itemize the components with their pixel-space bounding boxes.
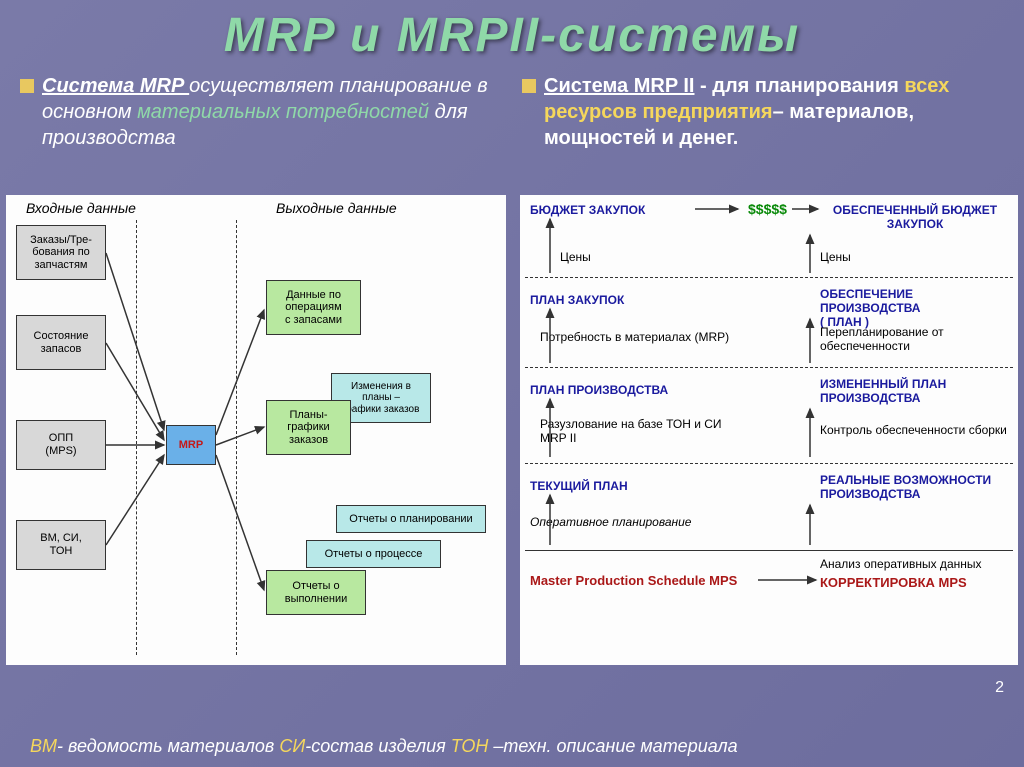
hdr-input: Входные данные (26, 200, 136, 216)
r1-left: ПЛАН ЗАКУПОК (530, 293, 624, 307)
r0-subl: Цены (560, 250, 591, 264)
bottom-l: Master Production Schedule MPS (530, 573, 737, 588)
left-diagram: Входные данные Выходные данные Заказы/Тр… (6, 195, 506, 665)
dash (525, 463, 1013, 464)
r0-right: ОБЕСПЕЧЕННЫЙ БЮДЖЕТЗАКУПОК (820, 203, 1010, 231)
box-data-ops: Данные пооперациямс запасами (266, 280, 361, 335)
r3-right: РЕАЛЬНЫЕ ВОЗМОЖНОСТИПРОИЗВОДСТВА (820, 473, 1015, 501)
left-bullet-col: Система MRP осуществляет планирование в … (20, 73, 502, 155)
r3-left: ТЕКУЩИЙ ПЛАН (530, 479, 628, 493)
right-diagram: БЮДЖЕТ ЗАКУПОК $$$$$ ОБЕСПЕЧЕННЫЙ БЮДЖЕТ… (520, 195, 1018, 665)
left-bullet-text: Система MRP осуществляет планирование в … (42, 73, 502, 151)
r1-right: ОБЕСПЕЧЕНИЕ ПРОИЗВОДСТВА( ПЛАН ) (820, 287, 1015, 329)
dash-line (236, 220, 237, 655)
box-plans: Планы-графикизаказов (266, 400, 351, 455)
bottom-r2: КОРРЕКТИРОВКА MPS (820, 575, 967, 590)
r3-subl: Оперативное планирование (530, 515, 691, 529)
box-mrp: MRP (166, 425, 216, 465)
r1-subl: Потребность в материалах (MRP) (540, 330, 729, 344)
page-number: 2 (995, 679, 1004, 697)
r-arrows (520, 195, 1018, 615)
bullet-icon (522, 79, 536, 93)
hdr-output: Выходные данные (276, 200, 397, 216)
slide-title: MRP и MRPII-системы (0, 0, 1024, 63)
r0-mid: $$$$$ (748, 201, 787, 217)
r0-subr: Цены (820, 250, 851, 264)
box-bm: ВМ, СИ,ТОН (16, 520, 106, 570)
solid-line (525, 550, 1013, 551)
box-orders: Заказы/Тре-бования позапчастям (16, 225, 106, 280)
dash (525, 367, 1013, 368)
r2-left: ПЛАН ПРОИЗВОДСТВА (530, 383, 668, 397)
bottom-r1: Анализ оперативных данных (820, 557, 982, 571)
right-bullet-text: Система MRP II - для планирования всех р… (544, 73, 1004, 151)
box-rep-proc: Отчеты о процессе (306, 540, 441, 568)
r2-subl: Разузлование на базе ТОН и СИMRP II (540, 417, 740, 445)
box-stock: Состояниезапасов (16, 315, 106, 370)
bullet-columns: Система MRP осуществляет планирование в … (0, 63, 1024, 155)
r2-right: ИЗМЕНЕННЫЙ ПЛАНПРОИЗВОДСТВА (820, 377, 1015, 405)
right-bullet-col: Система MRP II - для планирования всех р… (522, 73, 1004, 155)
r1-subr: Перепланирование отобеспеченности (820, 325, 1000, 353)
box-rep-plan: Отчеты о планировании (336, 505, 486, 533)
dash (525, 277, 1013, 278)
box-opp: ОПП(MPS) (16, 420, 106, 470)
bullet-icon (20, 79, 34, 93)
r2-subr: Контроль обеспеченности сборки (820, 423, 1007, 437)
box-rep-exec: Отчеты овыполнении (266, 570, 366, 615)
dash-line (136, 220, 137, 655)
footer-legend: ВМ- ведомость материалов СИ-состав издел… (30, 736, 738, 757)
r0-left: БЮДЖЕТ ЗАКУПОК (530, 203, 645, 217)
